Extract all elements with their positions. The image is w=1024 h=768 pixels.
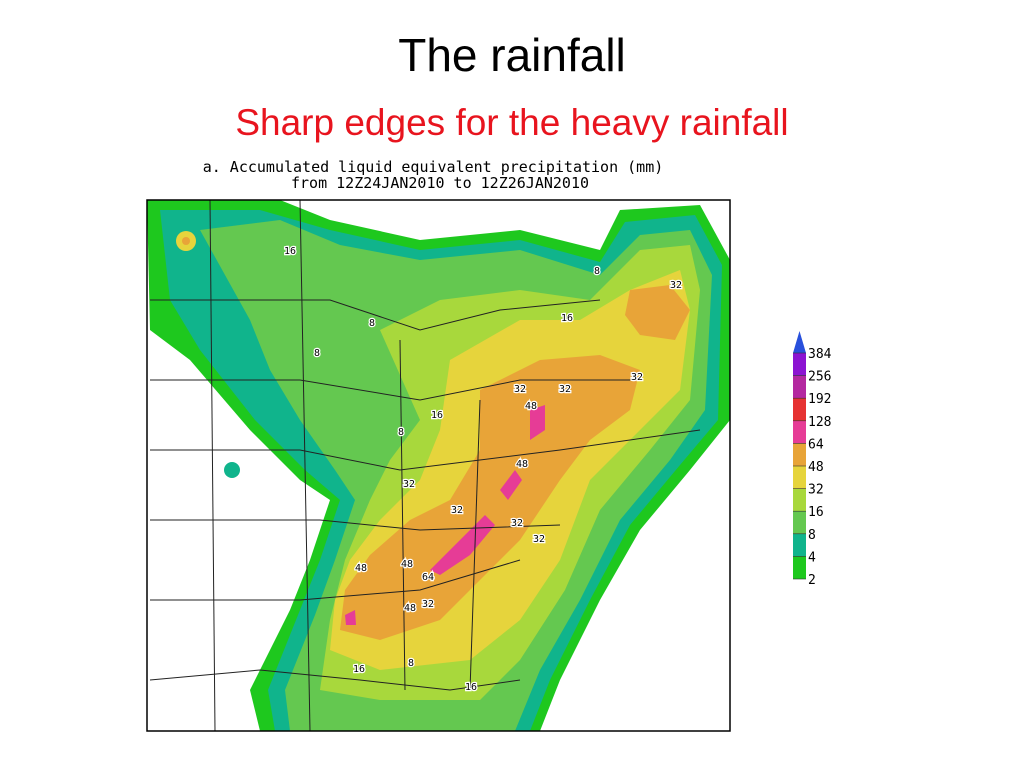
map-caption: from 12Z24JAN2010 to 12Z26JAN2010: [291, 174, 589, 192]
contour-label: 48: [355, 563, 367, 574]
contour-label: 48: [525, 401, 537, 412]
contour-label: 32: [422, 599, 434, 610]
legend-swatch: [793, 420, 806, 444]
legend-label: 32: [808, 483, 824, 498]
legend-swatch: [793, 533, 806, 557]
legend-label: 192: [808, 392, 831, 407]
legend-label: 2: [808, 573, 816, 588]
legend-swatch: [793, 375, 806, 399]
legend-label: 64: [808, 437, 824, 452]
map-caption: a. Accumulated liquid equivalent precipi…: [203, 158, 664, 176]
legend-label: 48: [808, 460, 824, 475]
precip-field: [147, 200, 730, 731]
contour-label: 48: [404, 603, 416, 614]
legend-label: 256: [808, 370, 831, 385]
contour-label: 16: [465, 682, 477, 693]
contour-label: 64: [422, 572, 434, 583]
legend-swatch: [793, 466, 806, 489]
legend-swatch: [793, 488, 806, 512]
title: The rainfall: [398, 29, 626, 81]
contour-label: 32: [511, 518, 523, 529]
contour-label: 16: [353, 664, 365, 675]
contour-label: 16: [431, 410, 443, 421]
legend-swatch: [793, 331, 806, 353]
legend-swatch: [793, 353, 806, 376]
legend-swatch: [793, 443, 806, 466]
legend-label: 4: [808, 550, 816, 565]
contour-label: 8: [594, 266, 600, 277]
contour-label: 8: [369, 318, 375, 329]
contour-label: 32: [670, 280, 682, 291]
legend-label: 16: [808, 505, 824, 520]
contour-label: 32: [403, 479, 415, 490]
contour-label: 8: [408, 658, 414, 669]
contour-label: 16: [561, 313, 573, 324]
contour-label: 32: [631, 372, 643, 383]
contour-label: 16: [284, 246, 296, 257]
contour-label: 32: [514, 384, 526, 395]
legend-label: 384: [808, 347, 832, 362]
contour-label: 8: [314, 348, 320, 359]
contour-label: 32: [559, 384, 571, 395]
legend-swatch: [793, 556, 806, 579]
contour-label: 48: [516, 459, 528, 470]
legend-swatch: [793, 398, 806, 421]
legend-label: 8: [808, 528, 816, 543]
contour-label: 8: [398, 427, 404, 438]
legend-swatch: [793, 511, 806, 534]
map-frame: [146, 199, 731, 732]
contour-label: 48: [401, 559, 413, 570]
subtitle: Sharp edges for the heavy rainfall: [235, 102, 789, 143]
contour-label: 32: [533, 534, 545, 545]
contour-label: 32: [451, 505, 463, 516]
legend-label: 128: [808, 415, 831, 430]
